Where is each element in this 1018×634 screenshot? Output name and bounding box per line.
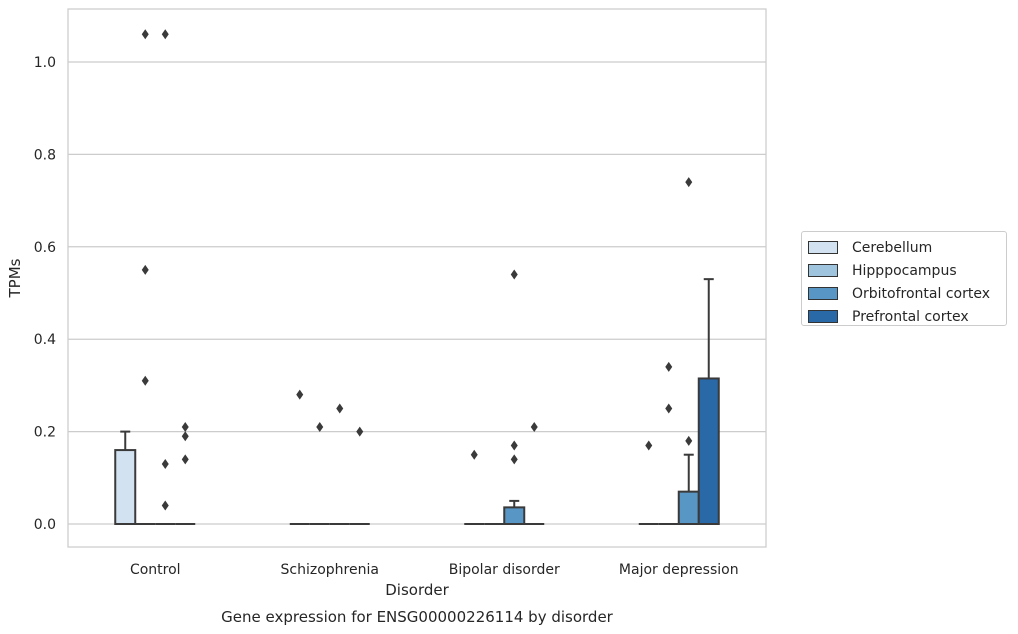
x-tick-label: Major depression [619, 562, 739, 578]
outlier-point [665, 403, 673, 414]
plot-frame [67, 8, 767, 548]
x-tick-label: Bipolar disorder [449, 562, 560, 578]
legend-swatch [808, 264, 838, 277]
legend-swatch [808, 287, 838, 300]
x-tick-label: Control [130, 562, 181, 578]
y-tick-label: 0.6 [34, 240, 56, 256]
legend-item: Hipppocampus [808, 259, 1006, 282]
outlier-point [685, 435, 693, 446]
outlier-point [181, 454, 189, 465]
box [503, 506, 526, 526]
outlier-point [141, 29, 149, 40]
y-tick-label: 0.4 [34, 332, 56, 348]
y-tick-label: 0.0 [34, 517, 56, 533]
outlier-point [510, 269, 518, 280]
outlier-point [316, 421, 324, 432]
outlier-point [510, 440, 518, 451]
outlier-point [141, 375, 149, 386]
box [677, 490, 700, 526]
y-tick-label: 1.0 [34, 55, 56, 71]
outlier-point [510, 454, 518, 465]
legend-label: Cerebellum [852, 239, 933, 256]
y-tick-label: 0.8 [34, 147, 56, 163]
legend-swatch [808, 310, 838, 323]
y-axis-label: TPMs [6, 258, 24, 298]
outlier-point [645, 440, 653, 451]
outlier-point [336, 403, 344, 414]
outlier-point [296, 389, 304, 400]
outlier-point [141, 264, 149, 275]
legend-label: Hipppocampus [852, 262, 957, 279]
outlier-point [161, 458, 169, 469]
x-axis-label: Disorder [385, 581, 449, 599]
box [697, 377, 720, 525]
legend-item: Orbitofrontal cortex [808, 282, 1006, 305]
legend-label: Orbitofrontal cortex [852, 285, 990, 302]
legend-label: Prefrontal cortex [852, 308, 969, 325]
y-tick-labels: 0.0 0.2 0.4 0.6 0.8 1.0 [34, 55, 56, 533]
outlier-point [356, 426, 364, 437]
outlier-point [665, 361, 673, 372]
outlier-point [530, 421, 538, 432]
legend: Cerebellum Hipppocampus Orbitofrontal cort… [801, 231, 1007, 326]
box-series-group [114, 29, 720, 526]
x-tick-label: Schizophrenia [281, 562, 379, 578]
box [114, 449, 137, 525]
legend-item: Prefrontal cortex [808, 305, 1006, 328]
outlier-point [470, 449, 478, 460]
gridlines [68, 61, 766, 525]
x-tick-labels: Control Schizophrenia Bipolar disorder Majo… [130, 562, 739, 578]
outlier-point [181, 421, 189, 432]
legend-swatch [808, 241, 838, 254]
outlier-point [161, 500, 169, 511]
chart-title: Gene expression for ENSG00000226114 by d… [221, 608, 614, 626]
y-tick-label: 0.2 [34, 425, 56, 441]
outlier-point [685, 177, 693, 188]
legend-item: Cerebellum [808, 236, 1006, 259]
outlier-point [181, 431, 189, 442]
outlier-point [161, 29, 169, 40]
